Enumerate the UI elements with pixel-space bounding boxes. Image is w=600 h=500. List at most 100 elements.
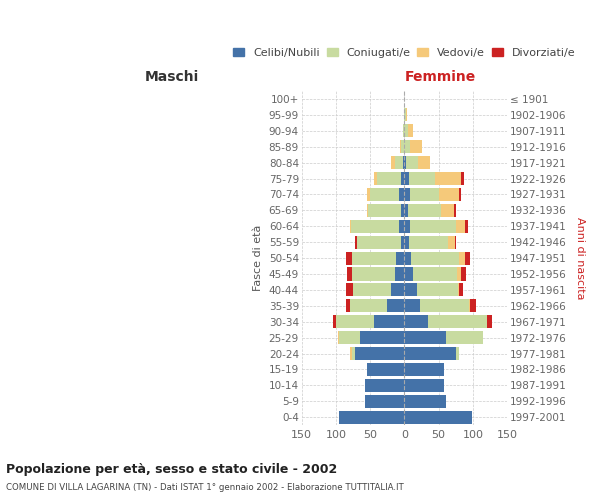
Bar bbox=[410, 140, 422, 153]
Bar bbox=[350, 347, 352, 360]
Bar bbox=[355, 347, 404, 360]
Bar bbox=[456, 347, 459, 360]
Bar bbox=[404, 331, 446, 344]
Bar bbox=[360, 331, 404, 344]
Bar bbox=[367, 204, 368, 217]
Bar bbox=[441, 204, 454, 217]
Bar bbox=[338, 331, 340, 344]
Bar bbox=[410, 188, 439, 201]
Bar bbox=[404, 220, 410, 233]
Bar bbox=[355, 236, 356, 248]
Bar bbox=[403, 124, 404, 138]
Bar bbox=[395, 268, 404, 280]
Bar bbox=[418, 156, 430, 169]
Bar bbox=[404, 188, 410, 201]
Bar bbox=[404, 395, 446, 408]
Bar bbox=[406, 108, 407, 122]
Bar bbox=[391, 284, 404, 296]
Bar bbox=[404, 204, 408, 217]
Bar bbox=[409, 172, 434, 185]
Bar bbox=[459, 188, 461, 201]
Bar bbox=[434, 172, 461, 185]
Bar bbox=[404, 284, 417, 296]
Bar bbox=[352, 252, 396, 264]
Bar bbox=[340, 331, 360, 344]
Bar bbox=[439, 188, 459, 201]
Bar bbox=[391, 156, 395, 169]
Bar bbox=[411, 252, 459, 264]
Bar bbox=[404, 379, 444, 392]
Bar bbox=[464, 220, 468, 233]
Bar bbox=[388, 300, 404, 312]
Bar bbox=[404, 140, 410, 153]
Bar bbox=[410, 220, 457, 233]
Bar bbox=[403, 156, 404, 169]
Bar bbox=[470, 300, 476, 312]
Y-axis label: Fasce di età: Fasce di età bbox=[253, 225, 263, 292]
Bar bbox=[350, 220, 351, 233]
Bar bbox=[408, 124, 413, 138]
Bar bbox=[347, 268, 352, 280]
Bar bbox=[487, 315, 492, 328]
Bar bbox=[353, 284, 391, 296]
Bar bbox=[401, 172, 404, 185]
Bar bbox=[413, 268, 457, 280]
Bar bbox=[469, 300, 470, 312]
Bar bbox=[346, 284, 353, 296]
Bar bbox=[377, 172, 401, 185]
Bar bbox=[367, 188, 370, 201]
Bar bbox=[404, 315, 428, 328]
Bar bbox=[351, 220, 399, 233]
Bar bbox=[457, 220, 464, 233]
Bar bbox=[448, 236, 455, 248]
Bar bbox=[446, 331, 483, 344]
Bar bbox=[404, 363, 444, 376]
Bar bbox=[409, 236, 448, 248]
Bar bbox=[400, 140, 401, 153]
Bar bbox=[401, 140, 404, 153]
Bar bbox=[395, 156, 403, 169]
Bar bbox=[464, 252, 470, 264]
Bar bbox=[406, 156, 418, 169]
Bar bbox=[404, 108, 406, 122]
Bar bbox=[417, 284, 458, 296]
Bar bbox=[399, 188, 404, 201]
Bar bbox=[401, 236, 404, 248]
Bar bbox=[404, 156, 406, 169]
Legend: Celibi/Nubili, Coniugati/e, Vedovi/e, Divorziati/e: Celibi/Nubili, Coniugati/e, Vedovi/e, Di… bbox=[229, 43, 580, 62]
Bar bbox=[404, 410, 472, 424]
Bar bbox=[419, 300, 469, 312]
Bar bbox=[404, 236, 409, 248]
Bar bbox=[370, 188, 399, 201]
Bar bbox=[352, 347, 355, 360]
Bar bbox=[346, 300, 350, 312]
Bar bbox=[459, 284, 463, 296]
Bar bbox=[332, 315, 336, 328]
Bar bbox=[404, 172, 409, 185]
Bar bbox=[374, 315, 404, 328]
Bar bbox=[455, 236, 457, 248]
Bar bbox=[401, 204, 404, 217]
Text: Maschi: Maschi bbox=[145, 70, 199, 85]
Bar bbox=[454, 204, 456, 217]
Bar bbox=[365, 395, 404, 408]
Text: COMUNE DI VILLA LAGARINA (TN) - Dati ISTAT 1° gennaio 2002 - Elaborazione TUTTIT: COMUNE DI VILLA LAGARINA (TN) - Dati IST… bbox=[6, 482, 404, 492]
Bar bbox=[408, 204, 441, 217]
Text: Popolazione per età, sesso e stato civile - 2002: Popolazione per età, sesso e stato civil… bbox=[6, 462, 337, 475]
Bar bbox=[404, 347, 456, 360]
Bar bbox=[346, 252, 352, 264]
Bar bbox=[404, 252, 411, 264]
Bar bbox=[368, 204, 401, 217]
Bar bbox=[365, 379, 404, 392]
Bar bbox=[356, 236, 401, 248]
Bar bbox=[461, 172, 464, 185]
Bar bbox=[404, 124, 408, 138]
Bar bbox=[459, 252, 464, 264]
Bar bbox=[461, 268, 466, 280]
Bar bbox=[458, 284, 459, 296]
Bar bbox=[404, 300, 419, 312]
Bar bbox=[396, 252, 404, 264]
Bar bbox=[457, 268, 461, 280]
Bar bbox=[428, 315, 487, 328]
Bar bbox=[352, 268, 395, 280]
